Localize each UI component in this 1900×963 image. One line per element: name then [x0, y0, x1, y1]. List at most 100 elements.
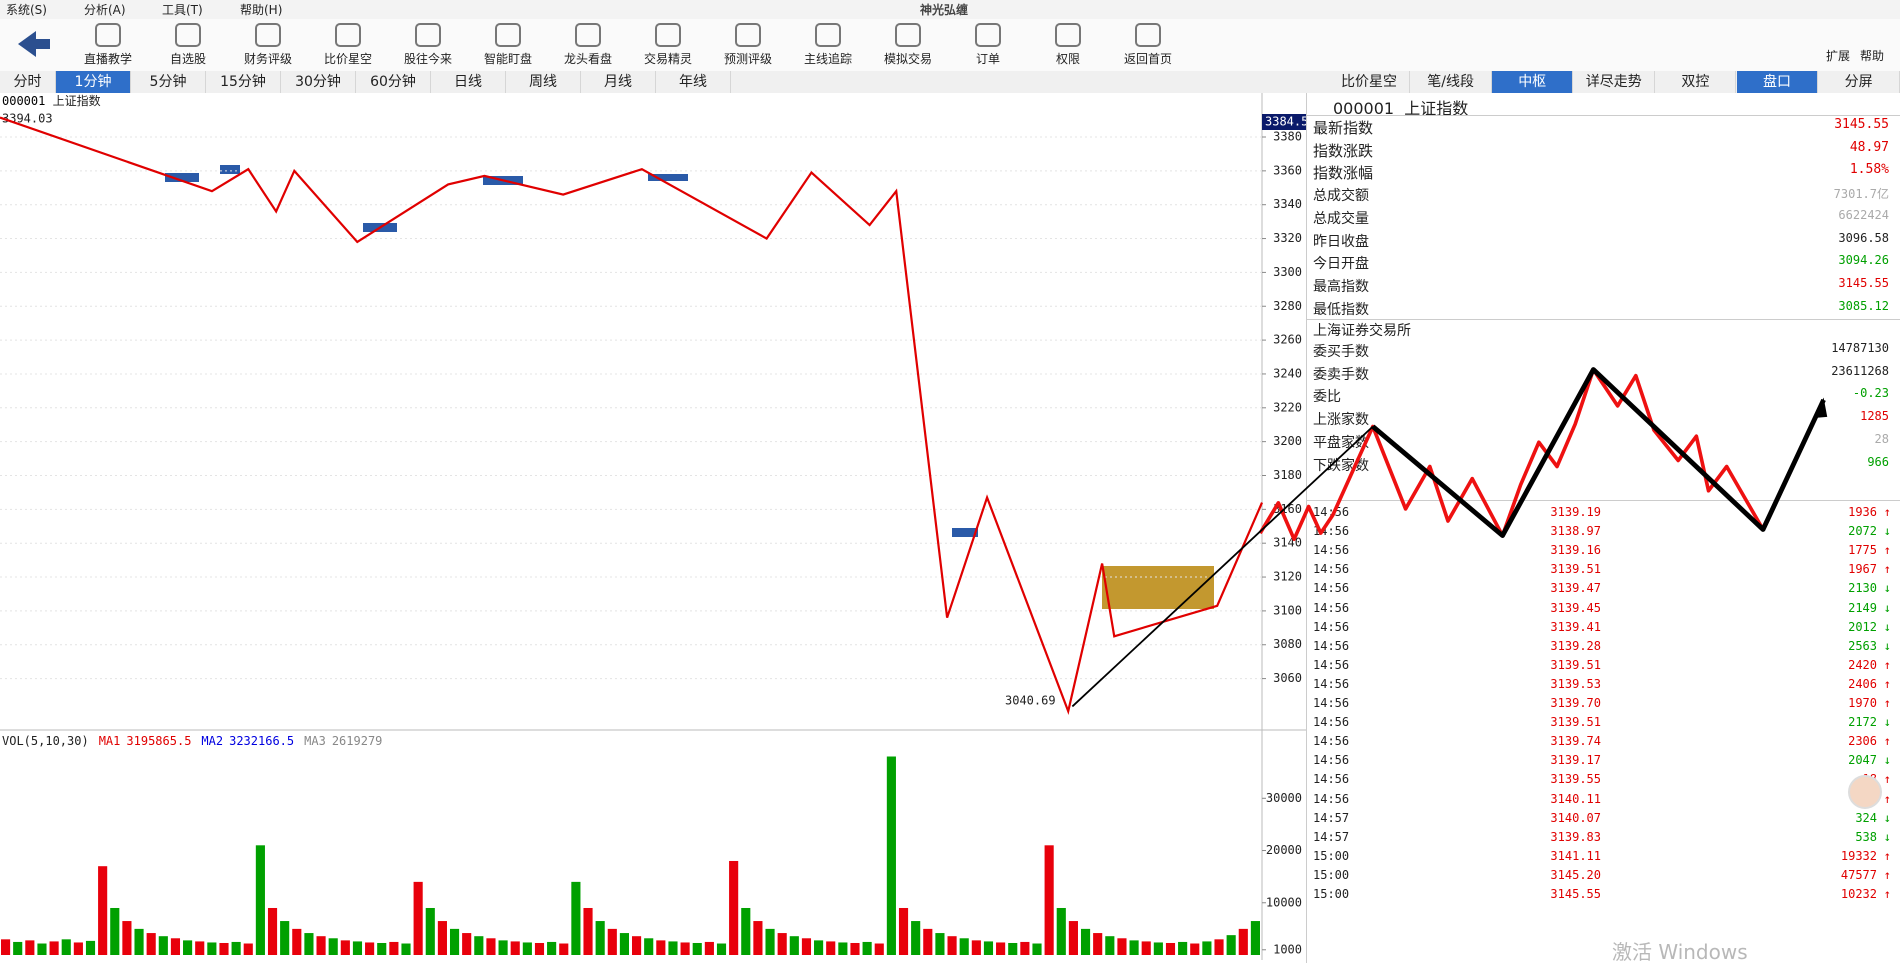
volume-bar: [413, 881, 423, 955]
period-tab[interactable]: 5分钟: [131, 71, 206, 93]
volume-bar: [874, 943, 884, 955]
period-tab[interactable]: 月线: [581, 71, 656, 93]
trade-time: 14:56: [1313, 753, 1350, 768]
volume-bar: [1080, 928, 1091, 955]
trade-arrow: ↑: [1883, 676, 1891, 691]
toolbar-button[interactable]: 模拟交易: [868, 23, 948, 67]
stock-name: 上证指数: [53, 93, 101, 108]
trade-row: 14:56 3139.19 1936 ↑: [1313, 505, 1891, 524]
volume-bar: [1068, 921, 1078, 955]
last-price-tag: [1262, 114, 1306, 130]
period-tab[interactable]: 60分钟: [356, 71, 431, 93]
toolbar-button[interactable]: 比价星空: [308, 23, 388, 67]
trade-row: 14:56 3139.51 1967 ↑: [1313, 562, 1891, 581]
trade-arrow: ↑: [1883, 657, 1891, 672]
quote-label: 指数涨跌: [1313, 141, 1374, 160]
volume-bar: [898, 907, 909, 955]
toolbar-button[interactable]: 主线追踪: [788, 23, 868, 67]
volume-bar: [13, 941, 23, 955]
trade-volume: 19332: [1840, 848, 1877, 863]
period-tab[interactable]: 30分钟: [281, 71, 356, 93]
windows-watermark: 激活 Windows: [1612, 940, 1748, 963]
trade-row: 14:56 3138.97 2072 ↓: [1313, 524, 1891, 543]
toolbar-button[interactable]: 返回首页: [1108, 23, 1188, 67]
volume-bar: [61, 939, 71, 955]
toolbar-button[interactable]: 直播教学: [68, 23, 148, 67]
back-button[interactable]: [18, 31, 36, 57]
volume-bar: [1202, 941, 1212, 955]
volume-bar: [1129, 940, 1139, 955]
trade-volume: 2563: [1848, 638, 1877, 653]
toolbar-button[interactable]: 龙头看盘: [548, 23, 628, 67]
trade-arrow: ↑: [1883, 887, 1891, 901]
toolbar-button[interactable]: 预测评级: [708, 23, 788, 67]
volume-bar: [595, 921, 605, 955]
panel-tab[interactable]: 盘口: [1737, 71, 1818, 93]
volume-bar: [547, 941, 557, 955]
panel-tab[interactable]: 详尽走势: [1574, 71, 1655, 93]
toolbar-button[interactable]: 权限: [1028, 23, 1108, 67]
panel-tab[interactable]: 双控: [1655, 71, 1737, 93]
menu-item[interactable]: 分析(A): [84, 3, 126, 17]
quote-label: 上涨家数: [1313, 412, 1369, 429]
volume-bar: [219, 942, 229, 955]
volume-bar: [37, 943, 47, 955]
trade-volume: 2047: [1848, 753, 1877, 768]
toolbar-button[interactable]: 订单: [948, 23, 1028, 67]
period-tab[interactable]: 日线: [431, 71, 506, 93]
menu-item[interactable]: 系统(S): [6, 3, 47, 17]
volume-bar: [510, 941, 520, 955]
quote-row: 昨日收盘 3096.58: [1313, 231, 1889, 253]
trade-price: 3139.53: [1550, 676, 1601, 691]
period-tab[interactable]: 周线: [506, 71, 581, 93]
ma-name: MA2: [201, 734, 223, 748]
ma-value: 3195865.5: [126, 734, 191, 748]
volume-bar: [1093, 933, 1103, 955]
toolbar-button[interactable]: 财务评级: [228, 23, 308, 67]
quote-label: 总成交量: [1313, 210, 1369, 227]
toolbar-link[interactable]: 帮助: [1860, 49, 1885, 63]
volume-bar: [146, 933, 156, 955]
y-tick-label: 3300: [1273, 265, 1302, 279]
period-tab[interactable]: 分时: [0, 71, 56, 93]
volume-bar: [231, 941, 241, 955]
ma-name: MA3: [304, 734, 326, 748]
toolbar-icon: [175, 23, 201, 47]
menu-item[interactable]: 工具(T): [162, 3, 203, 17]
toolbar-button[interactable]: 自选股: [148, 23, 228, 67]
panel-tab[interactable]: 中枢: [1492, 71, 1574, 93]
toolbar-link[interactable]: 扩展: [1826, 49, 1851, 63]
volume-bar: [1178, 941, 1188, 955]
trade-price: 3139.51: [1550, 562, 1601, 577]
period-tab[interactable]: 15分钟: [206, 71, 281, 93]
period-tab[interactable]: 年线: [656, 71, 731, 93]
volume-bar: [704, 941, 714, 955]
back-button-tail: [34, 39, 50, 49]
volume-bar: [98, 866, 108, 955]
toolbar-icon: [655, 23, 681, 47]
trade-row: 14:56 3139.51 2420 ↑: [1313, 658, 1891, 677]
quote-row: 委比 -0.23: [1313, 386, 1889, 408]
quote-value: 28: [1874, 431, 1889, 446]
toolbar-button[interactable]: 交易精灵: [628, 23, 708, 67]
trade-price: 3138.97: [1550, 524, 1601, 539]
toolbar-button[interactable]: 股往今来: [388, 23, 468, 67]
panel-tab[interactable]: 笔/线段: [1411, 71, 1492, 93]
volume-bar: [462, 933, 472, 955]
trade-volume: 538: [1855, 829, 1877, 844]
menu-item[interactable]: 帮助(H): [240, 3, 283, 17]
toolbar-button[interactable]: 智能盯盘: [468, 23, 548, 67]
toolbar-label: 预测评级: [723, 52, 772, 66]
trade-price: 3140.11: [1550, 791, 1601, 806]
volume-bar: [862, 941, 872, 955]
volume-bar: [765, 928, 775, 955]
panel-tab[interactable]: 比价星空: [1329, 71, 1410, 93]
volume-bar: [437, 921, 447, 955]
panel-tab[interactable]: 分屏: [1819, 71, 1900, 93]
y-tick-label: 3140: [1273, 536, 1302, 550]
volume-bar: [110, 907, 120, 955]
assistant-avatar[interactable]: [1848, 775, 1882, 809]
quote-value: 48.97: [1849, 139, 1889, 155]
period-tab[interactable]: 1分钟: [56, 71, 131, 93]
